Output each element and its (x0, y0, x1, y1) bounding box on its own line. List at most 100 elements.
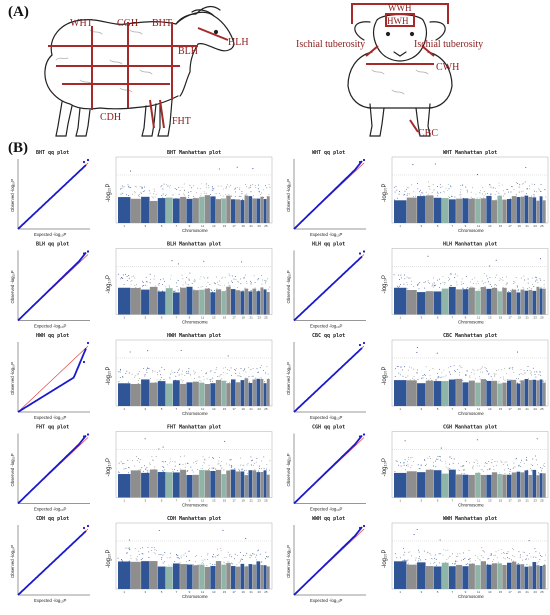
snp-point (479, 559, 481, 561)
snp-point (440, 192, 442, 194)
snp-point (429, 553, 431, 554)
snp-point (258, 191, 260, 193)
snp-point (464, 557, 466, 559)
chromosome-block (520, 472, 525, 498)
snp-point (476, 369, 478, 371)
snp-point (497, 549, 499, 551)
snp-point (266, 468, 267, 470)
snp-point (170, 275, 172, 277)
snp-point (251, 375, 253, 377)
chromosome-block (511, 472, 517, 498)
chromosome-block (186, 564, 193, 589)
chromosome-block (532, 469, 537, 498)
chromosome-tick: 17 (508, 407, 512, 411)
snp-point (138, 194, 140, 195)
snp-point (209, 379, 211, 381)
snp-point (420, 194, 422, 196)
snp-point (231, 466, 232, 468)
snp-point (498, 280, 500, 281)
snp-point (200, 193, 202, 195)
snp-point (518, 373, 520, 375)
snp-point (496, 191, 498, 193)
chromosome-tick: 23 (258, 499, 262, 503)
qq-plot-title: FHT qq plot (36, 425, 69, 431)
snp-point (154, 196, 156, 198)
snp-point (122, 274, 124, 276)
snp-point (445, 550, 447, 552)
snp-point (483, 272, 485, 274)
snp-point (537, 464, 539, 466)
snp-point (213, 467, 215, 469)
snp-point (238, 195, 240, 197)
snp-point (397, 366, 399, 367)
manhattan-x-label: Chromosome (458, 503, 484, 508)
snp-point (435, 554, 437, 556)
snp-point (228, 561, 230, 563)
snp-point (245, 377, 247, 379)
snp-point (172, 468, 173, 470)
snp-point (462, 197, 464, 199)
chromosome-block (118, 474, 131, 498)
qq-points (17, 348, 87, 413)
snp-point (517, 183, 519, 184)
snp-point (490, 555, 492, 556)
snp-point (245, 469, 247, 471)
snp-point (215, 369, 217, 370)
snp-point (246, 282, 248, 284)
qq-plot-title: WWH qq plot (312, 516, 345, 522)
chromosome-block (456, 378, 463, 406)
snp-point (118, 471, 119, 473)
snp-point (256, 554, 257, 556)
chromosome-block (425, 195, 434, 223)
snp-point (400, 274, 402, 276)
chromosome-tick: 3 (421, 316, 423, 320)
snp-point (520, 368, 522, 370)
snp-point (151, 547, 153, 548)
snp-point (260, 376, 262, 378)
snp-point (218, 463, 220, 465)
snp-point (230, 459, 232, 461)
snp-point (239, 457, 241, 459)
snp-point (448, 196, 450, 198)
snp-point (439, 553, 441, 555)
snp-point (415, 563, 417, 565)
snp-point (250, 460, 252, 462)
snp-point (252, 184, 254, 186)
snp-point (187, 284, 189, 286)
snp-point (126, 370, 128, 372)
snp-point (258, 470, 260, 472)
chromosome-tick: 5 (437, 499, 439, 503)
qq-y-label: Observed -log₁₀P (10, 545, 15, 578)
snp-point (406, 195, 408, 197)
chromosome-block (210, 383, 216, 406)
chromosome-block (130, 561, 141, 589)
snp-point (194, 280, 196, 282)
snp-point (126, 276, 128, 278)
snp-point (430, 558, 432, 559)
snp-point (202, 560, 204, 562)
snp-point (473, 373, 475, 375)
chromosome-tick: 21 (526, 499, 530, 503)
snp-point (170, 552, 172, 554)
snp-point (222, 276, 224, 278)
chromosome-block (210, 565, 216, 589)
snp-point (142, 280, 143, 282)
chromosome-tick: 15 (223, 224, 227, 228)
snp-outlier (180, 349, 182, 351)
snp-outlier (489, 265, 491, 267)
snp-point (220, 550, 222, 552)
snp-point (527, 378, 529, 380)
snp-point (444, 282, 446, 283)
snp-point (197, 286, 199, 288)
snp-point (146, 281, 148, 283)
snp-point (519, 556, 521, 558)
snp-point (174, 461, 176, 463)
snp-point (129, 549, 131, 551)
snp-point (513, 188, 515, 190)
snp-point (466, 370, 468, 372)
chromosome-tick: 7 (452, 224, 454, 228)
snp-point (177, 555, 179, 556)
snp-point (490, 186, 492, 188)
